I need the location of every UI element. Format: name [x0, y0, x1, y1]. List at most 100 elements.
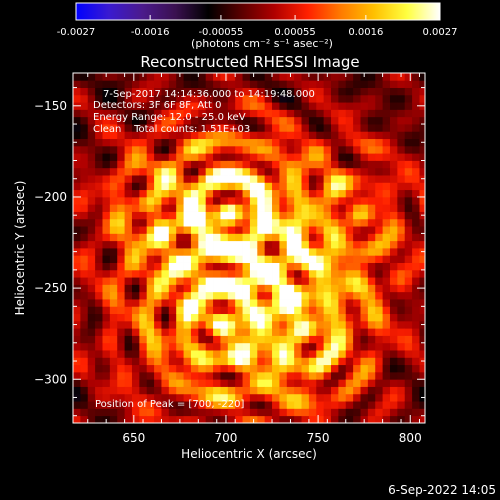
heatmap-cell — [102, 313, 111, 322]
heatmap-cell — [80, 291, 89, 300]
heatmap-cell — [168, 357, 177, 366]
heatmap-cell — [242, 306, 251, 315]
heatmap-cell — [375, 350, 384, 358]
heatmap-cell — [183, 87, 192, 96]
heatmap-cell — [419, 218, 425, 227]
heatmap-cell — [154, 102, 162, 110]
heatmap-cell — [272, 196, 280, 205]
heatmap-cell — [345, 175, 354, 183]
heatmap-cell — [316, 204, 325, 212]
heatmap-cell — [308, 138, 317, 147]
heatmap-cell — [95, 102, 103, 110]
heatmap-cell — [316, 116, 325, 125]
heatmap-cell — [294, 299, 302, 307]
heatmap-cell — [73, 299, 81, 307]
heatmap-cell — [360, 182, 369, 191]
heatmap-cell — [338, 320, 347, 329]
heatmap-cell — [294, 182, 302, 191]
heatmap-cell — [198, 364, 207, 373]
heatmap-cell — [249, 138, 258, 147]
heatmap-cell — [412, 401, 420, 409]
heatmap-cell — [353, 73, 361, 81]
heatmap-cell — [404, 204, 413, 212]
heatmap-cell — [87, 189, 96, 198]
heatmap-cell — [139, 145, 148, 154]
heatmap-cell — [257, 145, 266, 154]
heatmap-cell — [154, 401, 162, 409]
heatmap-cell — [419, 262, 425, 271]
heatmap-cell — [412, 335, 420, 344]
heatmap-cell — [154, 94, 162, 103]
heatmap-cell — [412, 160, 420, 169]
heatmap-cell — [183, 248, 192, 256]
heatmap-cell — [154, 320, 162, 329]
heatmap-cell — [205, 328, 214, 336]
heatmap-cell — [412, 364, 420, 373]
heatmap-cell — [139, 364, 148, 373]
heatmap-cell — [161, 240, 170, 249]
heatmap-cell — [294, 284, 302, 293]
heatmap-cell — [272, 145, 280, 154]
heatmap-cell — [316, 248, 325, 256]
heatmap-cell — [367, 299, 376, 307]
heatmap-cell — [176, 401, 184, 409]
heatmap-cell — [95, 189, 103, 198]
heatmap-cell — [294, 226, 302, 234]
heatmap-cell — [139, 124, 148, 132]
heatmap-cell — [235, 138, 243, 147]
heatmap-cell — [249, 306, 258, 315]
heatmap-cell — [190, 175, 199, 183]
heatmap-cell — [161, 342, 170, 351]
heatmap-cell — [389, 226, 398, 234]
heatmap-cell — [205, 299, 214, 307]
heatmap-cell — [205, 182, 214, 191]
heatmap-cell — [146, 415, 155, 423]
heatmap-cell — [323, 226, 332, 234]
heatmap-cell — [397, 153, 406, 161]
heatmap-cell — [286, 182, 295, 191]
heatmap-cell — [227, 94, 236, 103]
heatmap-cell — [338, 218, 347, 227]
heatmap-cell — [419, 306, 425, 315]
heatmap-cell — [367, 350, 376, 358]
heatmap-cell — [367, 393, 376, 402]
heatmap-cell — [375, 94, 384, 103]
heatmap-cell — [382, 299, 391, 307]
heatmap-cell — [323, 299, 332, 307]
heatmap-cell — [124, 291, 133, 300]
heatmap-cell — [294, 306, 302, 315]
heatmap-cell — [73, 350, 81, 358]
heatmap-cell — [242, 196, 251, 205]
heatmap-cell — [227, 138, 236, 147]
heatmap-cell — [382, 153, 391, 161]
heatmap-cell — [73, 109, 81, 118]
heatmap-cell — [338, 94, 347, 103]
heatmap-cell — [412, 189, 420, 198]
heatmap-cell — [154, 204, 162, 212]
heatmap-cell — [345, 291, 354, 300]
heatmap-cell — [109, 218, 118, 227]
heatmap-cell — [161, 262, 170, 271]
heatmap-cell — [235, 379, 243, 387]
heatmap-cell — [316, 335, 325, 344]
heatmap-cell — [124, 240, 133, 249]
heatmap-cell — [87, 233, 96, 242]
heatmap-cell — [154, 248, 162, 256]
heatmap-cell — [198, 313, 207, 322]
heatmap-cell — [146, 371, 155, 380]
heatmap-cell — [102, 342, 111, 351]
heatmap-cell — [323, 306, 332, 315]
heatmap-cell — [154, 124, 162, 132]
heatmap-cell — [154, 145, 162, 154]
heatmap-cell — [249, 364, 258, 373]
heatmap-cell — [198, 350, 207, 358]
heatmap-cell — [272, 167, 280, 176]
heatmap-cell — [109, 335, 118, 344]
heatmap-cell — [198, 401, 207, 409]
heatmap-cell — [249, 211, 258, 220]
heatmap-cell — [117, 262, 126, 271]
heatmap-cell — [139, 116, 148, 125]
heatmap-cell — [404, 153, 413, 161]
heatmap-cell — [338, 350, 347, 358]
heatmap-cell — [124, 226, 133, 234]
